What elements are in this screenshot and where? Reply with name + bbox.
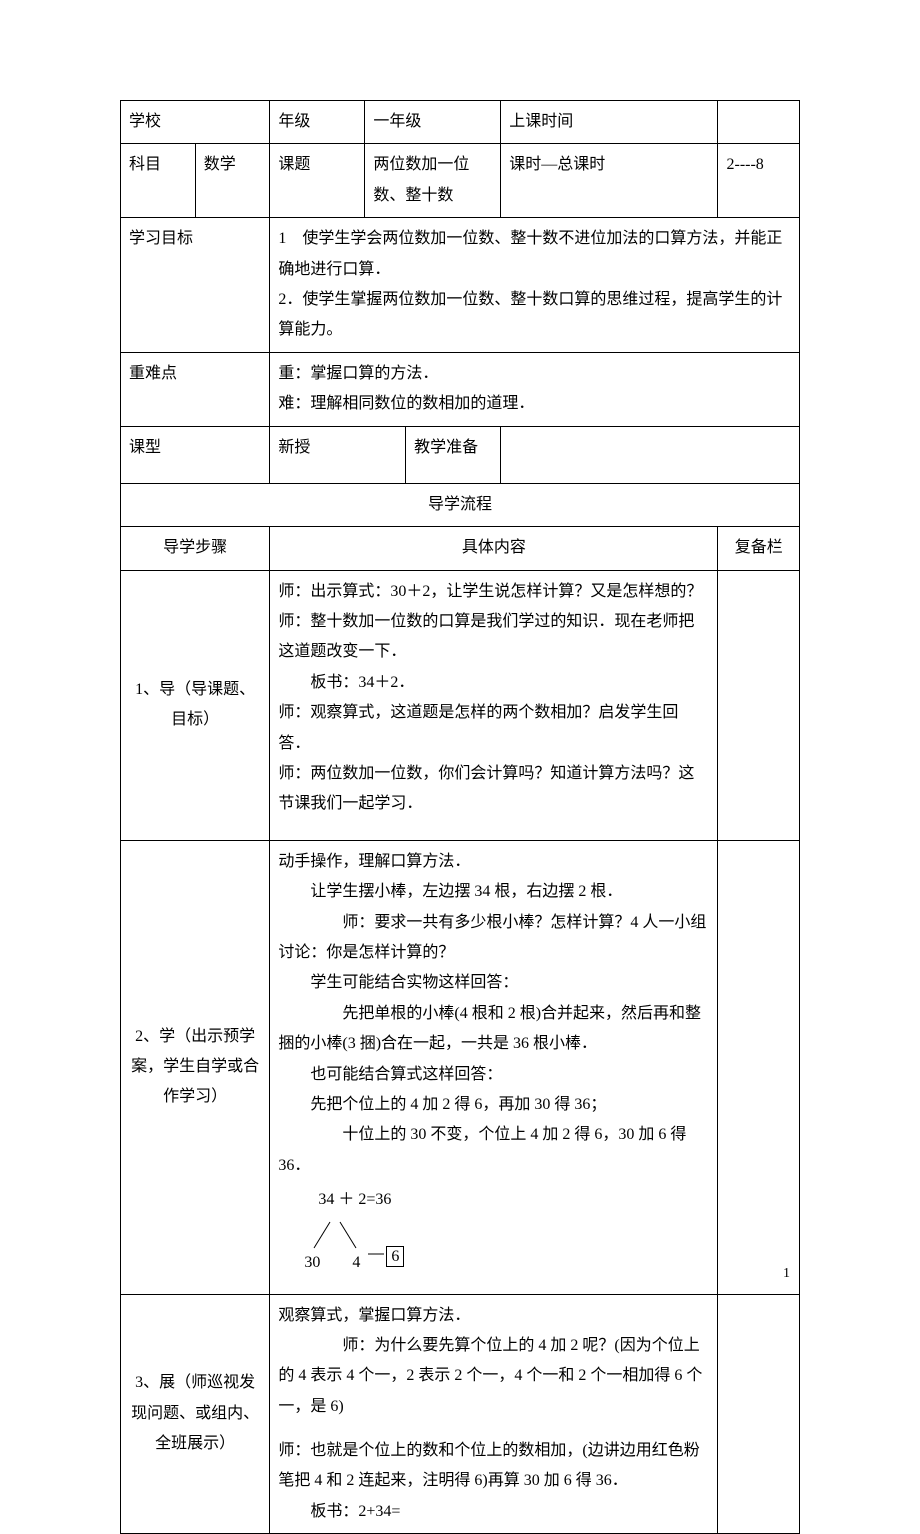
time-label: 上课时间 (501, 101, 718, 144)
diagram-30: 30 (304, 1248, 320, 1278)
remark-header: 复备栏 (718, 527, 800, 570)
s2-l8: 十位上的 30 不变，个位上 4 加 2 得 6，30 加 6 得 36． (278, 1120, 709, 1181)
page-number: 1 (783, 1266, 790, 1282)
section2-remark (718, 840, 800, 1294)
s3-l2: 师：为什么要先算个位上的 4 加 2 呢？(因为个位上的 4 表示 4 个一，2… (278, 1331, 709, 1422)
s1-l3: 板书：34＋2． (278, 668, 709, 698)
section2-title: 2、学（出示预学案，学生自学或合作学习） (121, 840, 270, 1294)
diff-line-2: 难：理解相同数位的数相加的道理． (278, 389, 791, 419)
decomposition-diagram: 30 4 6 (308, 1220, 709, 1280)
subject-value: 数学 (195, 144, 270, 218)
prep-label: 教学准备 (406, 426, 501, 483)
subject-label: 科目 (121, 144, 196, 218)
s3-l4: 板书：2+34= (278, 1497, 709, 1527)
section3-remark (718, 1294, 800, 1534)
s2-l7: 先把个位上的 4 加 2 得 6，再加 30 得 36； (278, 1090, 709, 1120)
diagram-6: 6 (386, 1246, 404, 1267)
flow-title: 导学流程 (121, 483, 800, 526)
s1-l4: 师：观察算式，这道题是怎样的两个数相加？启发学生回答． (278, 698, 709, 759)
section1-content: 师：出示算式：30＋2，让学生说怎样计算？又是怎样想的？ 师：整十数加一位数的口… (270, 570, 718, 840)
topic-label: 课题 (270, 144, 365, 218)
section1-remark (718, 570, 800, 840)
period-value: 2----8 (718, 144, 800, 218)
diff-content: 重：掌握口算的方法． 难：理解相同数位的数相加的道理． (270, 352, 800, 426)
s2-l3: 师：要求一共有多少根小棒？怎样计算？4 人一小组讨论：你是怎样计算的？ (278, 908, 709, 969)
s2-l4: 学生可能结合实物这样回答： (278, 968, 709, 998)
grade-value: 一年级 (365, 101, 501, 144)
s1-l2: 师：整十数加一位数的口算是我们学过的知识．现在老师把这道题改变一下． (278, 607, 709, 668)
section3-content: 观察算式，掌握口算方法． 师：为什么要先算个位上的 4 加 2 呢？(因为个位上… (270, 1294, 718, 1534)
goal-line-1: 1 使学生学会两位数加一位数、整十数不进位加法的口算方法，并能正确地进行口算． (278, 224, 791, 285)
s1-l5: 师：两位数加一位数，你们会计算吗？知道计算方法吗？这节课我们一起学习． (278, 759, 709, 820)
type-label: 课型 (121, 426, 270, 483)
content-header: 具体内容 (270, 527, 718, 570)
topic-value: 两位数加一位数、整十数 (365, 144, 501, 218)
lesson-plan-table: 学校 年级 一年级 上课时间 科目 数学 课题 两位数加一位数、整十数 课时—总… (120, 100, 800, 1534)
s2-l5: 先把单根的小棒(4 根和 2 根)合并起来，然后再和整捆的小棒(3 捆)合在一起… (278, 999, 709, 1060)
diff-line-1: 重：掌握口算的方法． (278, 359, 791, 389)
diagram-4: 4 (352, 1248, 360, 1278)
s2-expr: 34 ＋ 2=36 (318, 1185, 709, 1215)
grade-label: 年级 (270, 101, 365, 144)
s3-l3: 师：也就是个位上的数和个位上的数相加，(边讲边用红色粉笔把 4 和 2 连起来，… (278, 1436, 709, 1497)
s2-l1: 动手操作，理解口算方法． (278, 847, 709, 877)
section3-title: 3、展（师巡视发现问题、或组内、全班展示） (121, 1294, 270, 1534)
prep-value (501, 426, 800, 483)
s2-l6: 也可能结合算式这样回答： (278, 1060, 709, 1090)
time-value (718, 101, 800, 144)
s1-l1: 师：出示算式：30＋2，让学生说怎样计算？又是怎样想的？ (278, 577, 709, 607)
s2-l2: 让学生摆小棒，左边摆 34 根，右边摆 2 根． (278, 877, 709, 907)
section2-content: 动手操作，理解口算方法． 让学生摆小棒，左边摆 34 根，右边摆 2 根． 师：… (270, 840, 718, 1294)
section1-title: 1、导（导课题、目标） (121, 570, 270, 840)
goal-content: 1 使学生学会两位数加一位数、整十数不进位加法的口算方法，并能正确地进行口算． … (270, 218, 800, 353)
school-label: 学校 (121, 101, 270, 144)
type-value: 新授 (270, 426, 406, 483)
period-label: 课时—总课时 (501, 144, 718, 218)
steps-header: 导学步骤 (121, 527, 270, 570)
diff-label: 重难点 (121, 352, 270, 426)
goal-label: 学习目标 (121, 218, 270, 353)
s3-l1: 观察算式，掌握口算方法． (278, 1301, 709, 1331)
goal-line-2: 2．使学生掌握两位数加一位数、整十数口算的思维过程，提高学生的计算能力。 (278, 285, 791, 346)
